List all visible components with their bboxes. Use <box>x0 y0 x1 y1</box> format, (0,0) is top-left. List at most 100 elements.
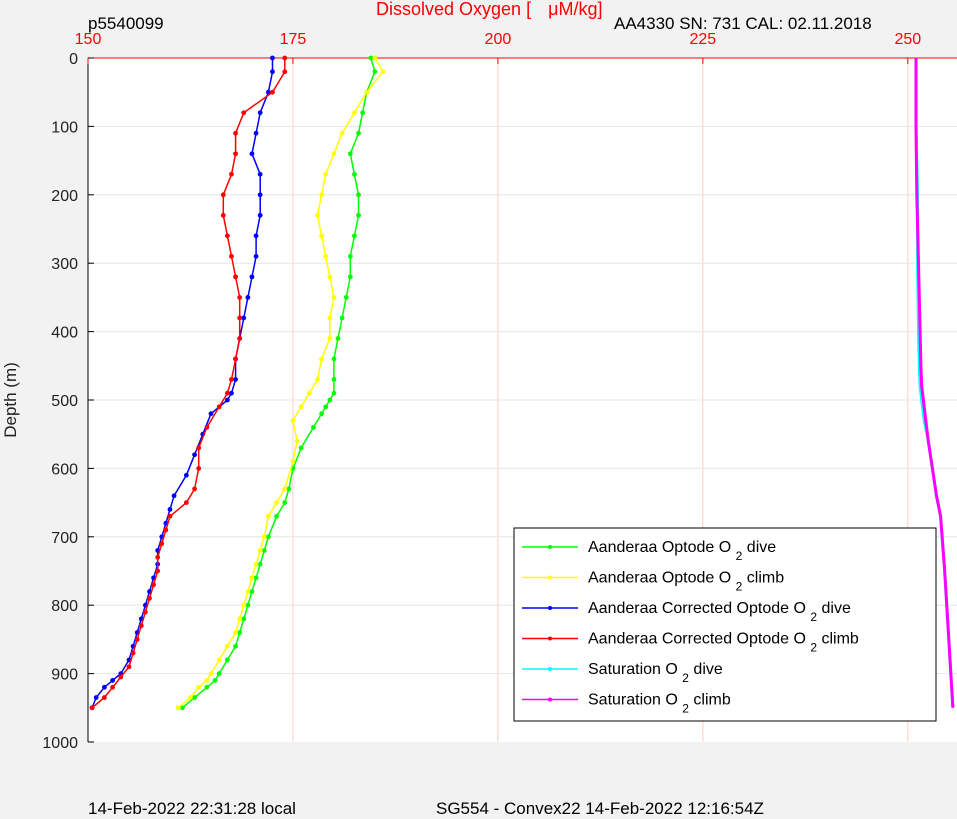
data-point <box>233 130 238 136</box>
data-point <box>327 397 333 403</box>
data-point <box>339 130 345 136</box>
data-point <box>257 212 263 218</box>
data-point <box>286 486 292 492</box>
data-point <box>167 507 173 512</box>
series-line <box>914 58 955 708</box>
data-point <box>167 513 173 519</box>
local-timestamp: 14-Feb-2022 22:31:28 local <box>88 799 296 818</box>
data-point <box>216 404 222 410</box>
legend-label: Saturation O 2 dive <box>588 661 723 685</box>
data-point <box>147 595 152 601</box>
data-point <box>265 534 271 540</box>
data-point <box>101 695 107 700</box>
legend-item: Aanderaa Corrected Optode O 2 dive <box>522 600 851 624</box>
data-point <box>241 110 247 116</box>
data-point <box>265 513 271 519</box>
legend-item: Aanderaa Corrected Optode O 2 climb <box>522 631 859 655</box>
data-point <box>257 548 263 553</box>
legend-marker <box>548 636 552 641</box>
data-point <box>229 377 234 382</box>
data-point <box>331 151 337 157</box>
data-point <box>224 397 230 403</box>
data-point <box>220 192 226 198</box>
data-point <box>233 377 238 382</box>
data-point <box>130 650 136 656</box>
chart-title-text: Dissolved Oxygen [ <box>376 0 532 19</box>
data-point <box>364 89 370 95</box>
legend-label: Aanderaa Corrected Optode O 2 climb <box>588 631 859 655</box>
data-point <box>372 69 378 75</box>
data-point <box>220 212 226 218</box>
data-point <box>196 445 202 451</box>
data-point <box>155 568 161 574</box>
data-point <box>237 616 243 622</box>
data-point <box>208 411 214 417</box>
data-point <box>282 500 288 505</box>
data-point <box>319 192 325 198</box>
data-point <box>290 418 296 423</box>
y-tick-label: 800 <box>51 598 78 615</box>
data-point <box>155 554 161 560</box>
data-point <box>233 151 238 157</box>
series-5 <box>914 58 955 708</box>
series-line <box>91 58 286 709</box>
x-tick-label: 250 <box>894 31 921 48</box>
data-point <box>241 315 247 321</box>
y-tick-label: 900 <box>51 667 78 684</box>
x-tick-label: 225 <box>690 31 717 48</box>
legend-label: Aanderaa Optode O 2 climb <box>588 570 784 594</box>
data-point <box>323 404 329 410</box>
data-point <box>110 684 115 690</box>
legend-item: Aanderaa Optode O 2 dive <box>522 539 776 563</box>
data-point <box>249 575 255 581</box>
data-point <box>118 674 124 680</box>
data-point <box>216 657 222 663</box>
data-point <box>229 390 234 396</box>
data-point <box>356 192 361 198</box>
data-point <box>159 541 165 547</box>
mission-info: SG554 - Convex22 14-Feb-2022 12:16:54Z <box>436 799 764 818</box>
series-3 <box>89 55 288 711</box>
data-point <box>183 472 189 478</box>
data-point <box>352 110 357 116</box>
data-point <box>196 466 202 471</box>
data-point <box>245 295 251 300</box>
data-point <box>356 212 361 218</box>
data-point <box>311 424 316 430</box>
data-point <box>331 295 337 300</box>
data-point <box>261 548 267 553</box>
data-point <box>356 130 361 136</box>
data-point <box>101 684 107 690</box>
data-point <box>253 575 259 581</box>
legend-item: Saturation O 2 climb <box>522 692 731 716</box>
data-point <box>188 695 193 700</box>
data-point <box>163 527 169 533</box>
y-tick-label: 300 <box>51 256 78 273</box>
x-tick-label: 150 <box>75 31 102 48</box>
data-point <box>360 110 366 116</box>
data-point <box>253 253 259 259</box>
data-point <box>204 424 210 430</box>
data-point <box>241 602 247 608</box>
legend-marker <box>548 697 552 702</box>
data-point <box>368 55 374 61</box>
data-point <box>93 695 99 700</box>
legend-item: Saturation O 2 dive <box>522 661 723 685</box>
y-axis-label: Depth (m) <box>1 362 20 438</box>
chart-title: Dissolved Oxygen [ μM/kg] <box>376 0 602 20</box>
data-point <box>224 390 230 396</box>
chart-title-unit: μM/kg] <box>548 0 603 19</box>
data-point <box>249 274 255 280</box>
legend-marker <box>548 606 552 610</box>
data-point <box>224 643 230 649</box>
data-point <box>294 438 300 444</box>
data-point <box>335 336 341 341</box>
data-point <box>151 582 156 588</box>
x-tick-label: 200 <box>485 31 512 48</box>
legend-marker <box>548 545 552 549</box>
series-layer <box>89 55 955 711</box>
data-point <box>380 69 386 75</box>
data-point <box>138 623 144 629</box>
data-point <box>229 253 234 259</box>
